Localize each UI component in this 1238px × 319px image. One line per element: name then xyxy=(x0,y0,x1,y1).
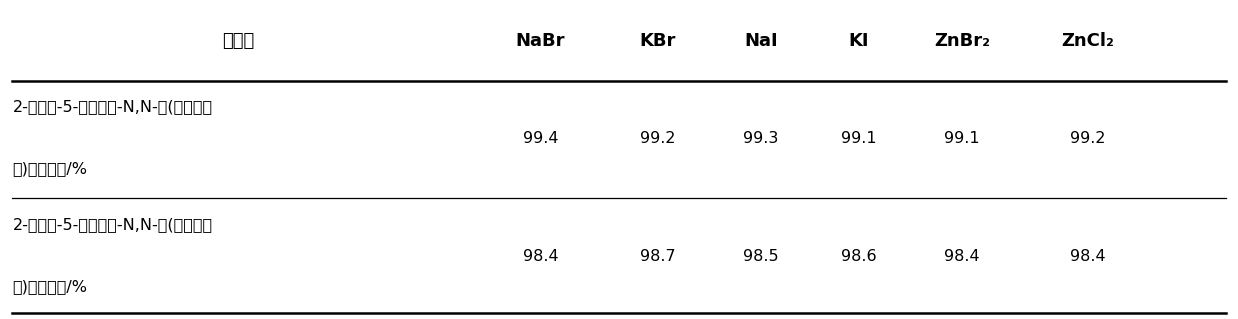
Text: 99.2: 99.2 xyxy=(640,131,675,146)
Text: 99.2: 99.2 xyxy=(1070,131,1106,146)
Text: KI: KI xyxy=(848,33,869,50)
Text: 基)苯胺收率/%: 基)苯胺收率/% xyxy=(12,279,88,295)
Text: 99.4: 99.4 xyxy=(522,131,558,146)
Text: ZnBr₂: ZnBr₂ xyxy=(933,33,990,50)
Text: KBr: KBr xyxy=(639,33,676,50)
Text: ZnCl₂: ZnCl₂ xyxy=(1061,33,1114,50)
Text: 98.7: 98.7 xyxy=(640,249,675,264)
Text: 98.5: 98.5 xyxy=(743,249,779,264)
Text: 2-甲氧基-5-乙酰氨基-N,N-二(乙酸乙酯: 2-甲氧基-5-乙酰氨基-N,N-二(乙酸乙酯 xyxy=(12,217,213,233)
Text: 98.4: 98.4 xyxy=(1070,249,1106,264)
Text: 2-甲氧基-5-乙酰氨基-N,N-二(乙酸乙酯: 2-甲氧基-5-乙酰氨基-N,N-二(乙酸乙酯 xyxy=(12,99,213,115)
Text: 99.3: 99.3 xyxy=(743,131,779,146)
Text: 基)苯胺纯度/%: 基)苯胺纯度/% xyxy=(12,161,88,177)
Text: NaBr: NaBr xyxy=(516,33,565,50)
Text: NaI: NaI xyxy=(744,33,777,50)
Text: 99.1: 99.1 xyxy=(945,131,979,146)
Text: 99.1: 99.1 xyxy=(841,131,877,146)
Text: 98.4: 98.4 xyxy=(945,249,979,264)
Text: 催化剂: 催化剂 xyxy=(222,33,255,50)
Text: 98.6: 98.6 xyxy=(841,249,877,264)
Text: 98.4: 98.4 xyxy=(522,249,558,264)
